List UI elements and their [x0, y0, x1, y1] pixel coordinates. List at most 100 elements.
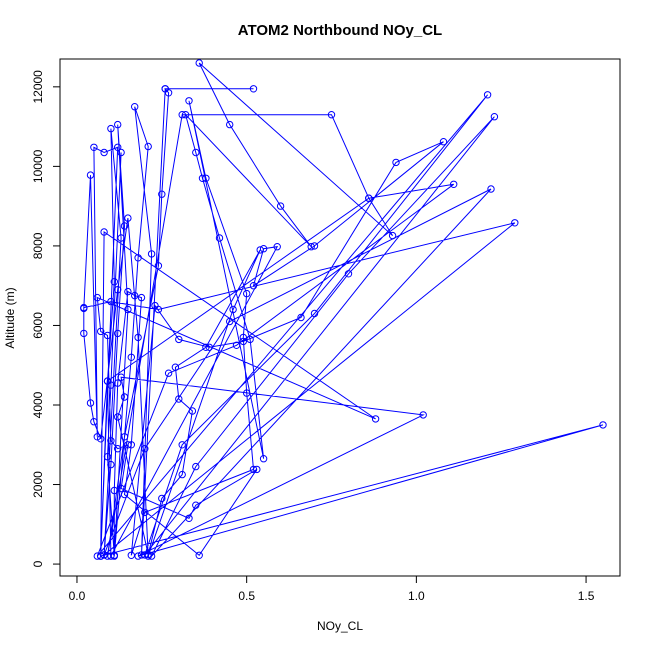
data-point: [97, 552, 105, 560]
data-point: [215, 234, 224, 242]
data-point: [147, 552, 156, 560]
data-point: [327, 111, 336, 119]
data-point: [185, 514, 193, 522]
x-axis: 0.0 0.5 1.0 1.5: [69, 576, 595, 603]
data-point: [256, 246, 264, 254]
series-points: [80, 59, 607, 560]
y-tick-label: 8000: [31, 232, 45, 259]
data-point: [86, 171, 95, 179]
data-point: [86, 399, 95, 407]
y-tick-label: 12000: [31, 70, 45, 104]
data-point: [259, 455, 268, 463]
data-point: [120, 393, 129, 401]
y-axis: 0 2000 4000 6000 8000 10000 12000: [31, 70, 60, 567]
data-point: [178, 470, 186, 479]
data-point: [365, 194, 373, 202]
data-point: [127, 353, 136, 361]
data-point: [127, 441, 136, 449]
data-point: [205, 343, 214, 351]
x-tick-label: 0.0: [69, 589, 86, 603]
data-point: [141, 508, 149, 517]
data-point: [117, 484, 125, 493]
data-point: [134, 552, 142, 560]
data-point: [120, 490, 129, 499]
data-point: [97, 327, 105, 336]
data-point: [114, 413, 122, 421]
data-point: [181, 111, 190, 119]
data-point: [90, 418, 98, 426]
data-point: [107, 381, 115, 389]
data-point: [202, 174, 210, 183]
data-point: [226, 120, 234, 129]
data-point: [276, 202, 285, 210]
y-tick-label: 6000: [31, 312, 45, 339]
data-point: [192, 501, 200, 509]
data-point: [117, 373, 125, 381]
data-point: [239, 337, 248, 346]
data-point: [124, 287, 132, 296]
data-point: [164, 89, 173, 97]
data-point: [114, 329, 122, 338]
data-point: [371, 415, 380, 423]
data-point: [175, 335, 183, 344]
plot-frame: [59, 58, 621, 577]
data-point: [93, 293, 102, 302]
data-point: [249, 85, 258, 93]
data-point: [307, 243, 315, 251]
data-point: [80, 303, 88, 312]
data-point: [107, 460, 115, 469]
x-tick-label: 0.5: [238, 589, 255, 603]
data-point: [297, 313, 305, 322]
data-point: [310, 242, 319, 250]
data-point: [158, 190, 166, 198]
data-point: [483, 91, 492, 99]
data-point: [110, 486, 119, 495]
data-point: [175, 395, 183, 403]
data-point: [100, 228, 108, 236]
data-point: [97, 435, 105, 443]
data-point: [419, 411, 427, 419]
data-point: [259, 245, 268, 253]
data-point: [226, 317, 234, 326]
data-point: [239, 333, 248, 342]
data-point: [107, 124, 115, 133]
data-point: [103, 331, 112, 340]
data-point: [103, 453, 112, 461]
data-point: [487, 185, 495, 193]
data-point: [114, 286, 122, 294]
data-point: [344, 270, 353, 278]
data-point: [147, 250, 156, 258]
data-point: [110, 278, 119, 286]
data-point: [185, 97, 193, 105]
data-point: [158, 494, 166, 503]
y-tick-label: 10000: [31, 149, 45, 183]
data-point: [107, 552, 115, 560]
data-point: [273, 243, 281, 251]
data-point: [195, 551, 203, 559]
data-point: [107, 297, 115, 306]
data-point: [178, 111, 186, 119]
data-point: [131, 291, 139, 300]
data-point: [178, 441, 186, 449]
data-point: [144, 550, 152, 559]
data-point: [117, 148, 125, 157]
data-point: [243, 389, 251, 397]
data-point: [141, 445, 149, 453]
y-tick-label: 2000: [31, 471, 45, 498]
data-point: [131, 103, 139, 111]
data-point: [192, 148, 200, 157]
x-axis-label: NOy_CL: [317, 619, 363, 633]
data-point: [100, 148, 108, 157]
data-point: [154, 305, 163, 314]
data-point: [243, 289, 251, 298]
data-point: [392, 158, 400, 167]
data-point: [599, 421, 607, 429]
data-point: [80, 329, 88, 338]
data-point: [114, 120, 122, 129]
data-point: [232, 341, 241, 349]
data-point: [388, 231, 397, 240]
data-point: [120, 222, 129, 230]
data-point: [253, 465, 261, 474]
data-point: [310, 309, 319, 318]
